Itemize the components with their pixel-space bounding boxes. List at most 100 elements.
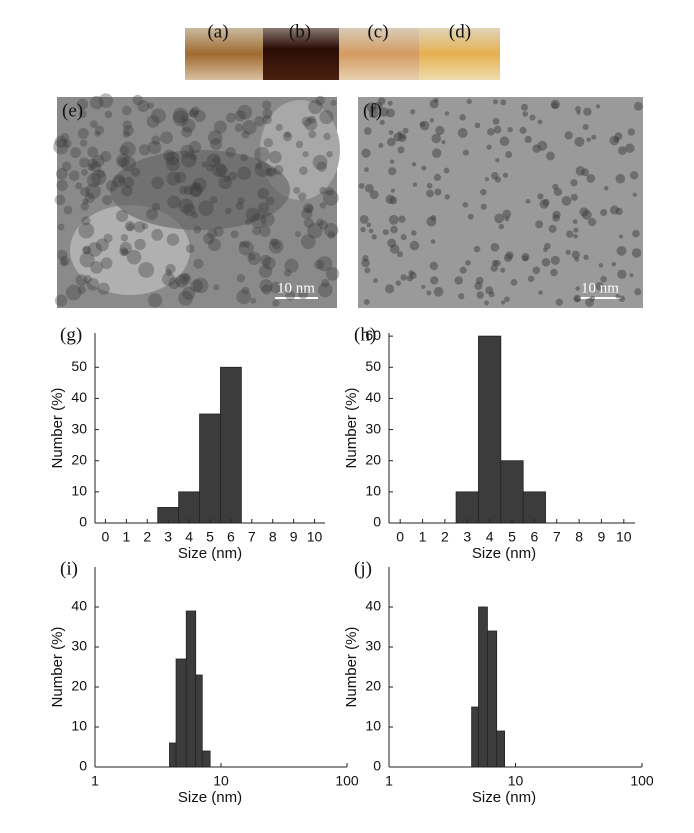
particle bbox=[96, 169, 105, 179]
particle bbox=[120, 233, 129, 242]
bar bbox=[478, 335, 502, 524]
particle bbox=[295, 231, 302, 238]
particle bbox=[55, 167, 68, 180]
particle bbox=[400, 274, 408, 281]
x-tick-label: 0 bbox=[396, 529, 404, 545]
particle bbox=[435, 125, 445, 136]
particle bbox=[103, 233, 113, 243]
particle bbox=[493, 99, 499, 105]
particle bbox=[629, 273, 634, 278]
particle bbox=[368, 108, 379, 119]
y-tick-label: 20 bbox=[365, 451, 381, 467]
y-tick-label: 20 bbox=[365, 678, 381, 694]
particle bbox=[570, 193, 578, 201]
particle bbox=[545, 151, 555, 161]
particle bbox=[132, 94, 144, 106]
particle bbox=[361, 258, 370, 268]
particle bbox=[303, 203, 314, 214]
particle bbox=[421, 165, 427, 171]
y-tick-label: 30 bbox=[71, 420, 87, 436]
bar bbox=[471, 706, 479, 768]
y-tick-label: 0 bbox=[373, 514, 381, 530]
particle bbox=[213, 120, 227, 134]
bar bbox=[496, 730, 505, 768]
particle bbox=[500, 267, 506, 273]
particle bbox=[138, 261, 155, 278]
particle bbox=[122, 130, 131, 138]
particle bbox=[632, 192, 637, 197]
particle bbox=[119, 145, 130, 156]
particle bbox=[430, 276, 439, 285]
particle bbox=[390, 188, 395, 193]
particle bbox=[118, 176, 125, 184]
particle bbox=[572, 219, 578, 225]
particle bbox=[123, 125, 134, 136]
x-tick-label: 5 bbox=[206, 529, 214, 545]
particle bbox=[147, 102, 154, 109]
particle bbox=[585, 297, 595, 307]
particle bbox=[480, 188, 487, 196]
particle bbox=[495, 157, 500, 163]
particle bbox=[54, 135, 67, 148]
particle bbox=[104, 110, 113, 119]
particle bbox=[208, 238, 221, 252]
y-tick-label: 10 bbox=[365, 483, 381, 499]
particle bbox=[185, 244, 195, 254]
x-axis-label: Size (nm) bbox=[178, 789, 242, 806]
particle bbox=[100, 151, 112, 162]
particle bbox=[257, 187, 269, 200]
particle bbox=[260, 254, 272, 266]
particle bbox=[379, 119, 385, 126]
particle bbox=[254, 146, 270, 163]
particle bbox=[83, 275, 92, 284]
particle bbox=[192, 177, 207, 192]
particle bbox=[459, 266, 467, 274]
particle bbox=[304, 117, 318, 131]
particle bbox=[151, 176, 164, 190]
particle bbox=[510, 278, 518, 286]
particle bbox=[79, 139, 88, 147]
bar bbox=[220, 366, 242, 524]
particle bbox=[63, 205, 73, 215]
x-tick-label: 6 bbox=[227, 529, 235, 545]
y-tick-label: 50 bbox=[71, 358, 87, 374]
particle bbox=[252, 226, 261, 236]
particle bbox=[165, 151, 180, 166]
particle bbox=[225, 112, 236, 123]
bar bbox=[500, 460, 524, 524]
photo-label: (d) bbox=[449, 21, 471, 42]
particle bbox=[122, 105, 132, 116]
particle bbox=[77, 128, 89, 139]
particle bbox=[122, 120, 132, 130]
particle bbox=[551, 102, 559, 109]
particle bbox=[300, 234, 316, 249]
particle bbox=[62, 139, 72, 148]
particle bbox=[188, 109, 196, 118]
particle bbox=[293, 187, 301, 194]
particle bbox=[525, 199, 531, 204]
particle bbox=[318, 282, 333, 298]
particle bbox=[474, 281, 483, 291]
particle bbox=[632, 229, 640, 238]
particle bbox=[379, 107, 389, 117]
particle bbox=[487, 128, 495, 136]
particle bbox=[60, 132, 70, 142]
particle bbox=[172, 107, 189, 124]
particle bbox=[441, 140, 446, 145]
particle bbox=[570, 179, 578, 187]
particle bbox=[389, 159, 395, 164]
particle bbox=[254, 161, 271, 177]
particle bbox=[301, 208, 313, 220]
bar bbox=[201, 750, 211, 768]
particle bbox=[167, 195, 181, 209]
particle bbox=[494, 176, 502, 183]
particle bbox=[285, 290, 296, 301]
particle bbox=[532, 266, 541, 275]
particle bbox=[527, 275, 535, 283]
particle bbox=[575, 105, 581, 112]
particle bbox=[465, 259, 471, 266]
particle bbox=[462, 149, 469, 156]
particle bbox=[190, 106, 200, 116]
particle bbox=[364, 167, 369, 173]
